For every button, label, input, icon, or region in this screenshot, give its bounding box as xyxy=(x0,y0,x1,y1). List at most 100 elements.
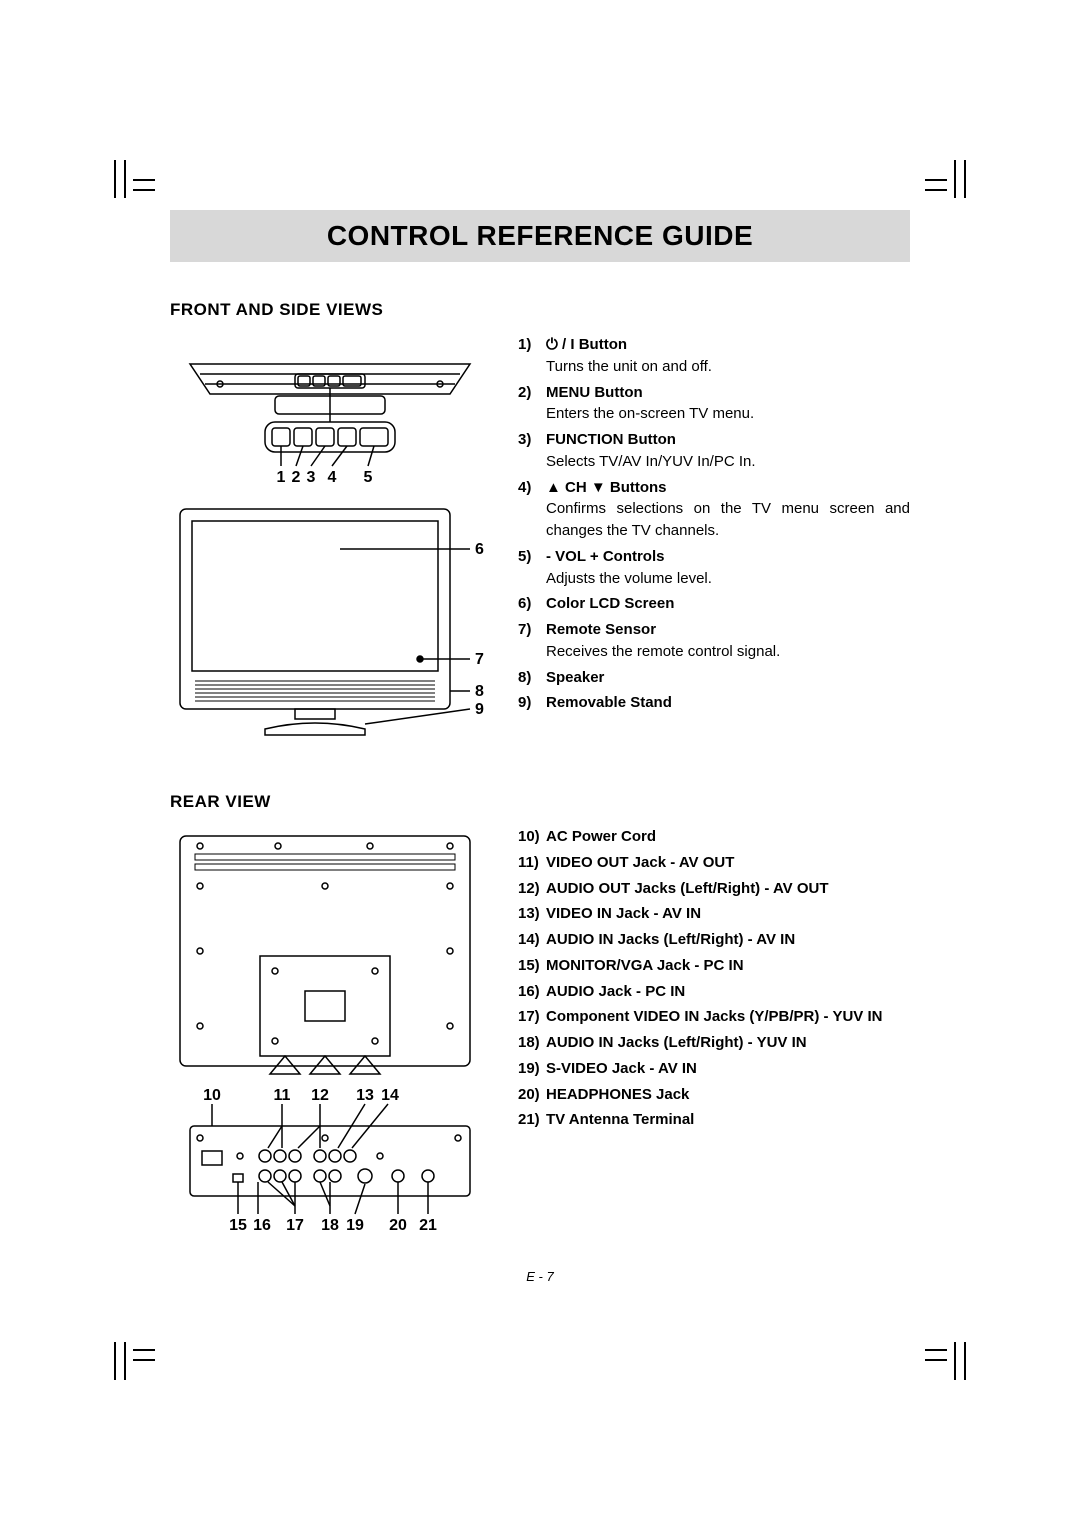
item-label: ▲ CH ▼ Buttons xyxy=(546,479,667,496)
item-label: TV Antenna Terminal xyxy=(546,1111,694,1128)
crop-mark-bl xyxy=(95,1330,155,1380)
item-label: VIDEO OUT Jack - AV OUT xyxy=(546,854,734,871)
item-label: Speaker xyxy=(546,669,604,686)
item-desc: Receives the remote control signal. xyxy=(546,641,910,663)
item-number: 14) xyxy=(518,929,546,951)
item-number: 1) xyxy=(518,334,546,378)
list-item: 3)FUNCTION Button Selects TV/AV In/YUV In… xyxy=(518,429,910,473)
item-label: AUDIO IN Jacks (Left/Right) - AV IN xyxy=(546,931,795,948)
item-label: S-VIDEO Jack - AV IN xyxy=(546,1060,697,1077)
list-item: 2)MENU Button Enters the on-screen TV men… xyxy=(518,382,910,426)
item-number: 7) xyxy=(518,619,546,663)
rear-item-list: 10)AC Power Cord11)VIDEO OUT Jack - AV O… xyxy=(518,826,910,1241)
item-number: 11) xyxy=(518,852,546,874)
list-item: 21)TV Antenna Terminal xyxy=(518,1109,910,1131)
item-desc: Selects TV/AV In/YUV In/PC In. xyxy=(546,451,910,473)
list-item: 7)Remote SensorReceives the remote contr… xyxy=(518,619,910,663)
item-label: VIDEO IN Jack - AV IN xyxy=(546,905,701,922)
list-item: 11)VIDEO OUT Jack - AV OUT xyxy=(518,852,910,874)
item-number: 13) xyxy=(518,903,546,925)
item-label: ⏻ / I Button xyxy=(546,336,627,353)
list-item: 8)Speaker xyxy=(518,667,910,689)
item-number: 8) xyxy=(518,667,546,689)
callout-14: 14 xyxy=(381,1087,399,1104)
diagram-rear-view: 10 11 12 13 14 15 16 17 18 19 20 21 xyxy=(170,826,490,1236)
item-number: 16) xyxy=(518,981,546,1003)
item-label: AUDIO OUT Jacks (Left/Right) - AV OUT xyxy=(546,880,829,897)
page-title: CONTROL REFERENCE GUIDE xyxy=(170,210,910,262)
item-number: 9) xyxy=(518,692,546,714)
rear-diagrams: 10 11 12 13 14 15 16 17 18 19 20 21 xyxy=(170,826,490,1241)
list-item: 19)S-VIDEO Jack - AV IN xyxy=(518,1058,910,1080)
list-item: 18)AUDIO IN Jacks (Left/Right) - YUV IN xyxy=(518,1032,910,1054)
callout-8: 8 xyxy=(475,683,484,700)
diagram-top-view: 1 2 3 4 5 xyxy=(170,334,490,494)
item-label: Color LCD Screen xyxy=(546,595,674,612)
callout-13: 13 xyxy=(356,1087,374,1104)
crop-mark-br xyxy=(925,1330,985,1380)
list-item: 17)Component VIDEO IN Jacks (Y/PB/PR) - … xyxy=(518,1006,910,1028)
item-number: 19) xyxy=(518,1058,546,1080)
front-item-list: 1)⏻ / I Button Turns the unit on and off.… xyxy=(518,334,910,754)
crop-mark-tr xyxy=(925,160,985,210)
rear-heading: REAR VIEW xyxy=(170,792,910,812)
callout-21: 21 xyxy=(419,1217,437,1234)
front-heading: FRONT AND SIDE VIEWS xyxy=(170,300,910,320)
callout-4: 4 xyxy=(328,469,337,486)
page-number: E - 7 xyxy=(170,1269,910,1284)
callout-7: 7 xyxy=(475,651,484,668)
diagram-front-view: 6 7 8 9 xyxy=(170,499,490,749)
list-item: 1)⏻ / I Button Turns the unit on and off. xyxy=(518,334,910,378)
callout-11: 11 xyxy=(274,1087,291,1104)
item-label: HEADPHONES Jack xyxy=(546,1086,689,1103)
item-label: MONITOR/VGA Jack - PC IN xyxy=(546,957,744,974)
item-number: 15) xyxy=(518,955,546,977)
item-label: - VOL + Controls xyxy=(546,548,664,565)
item-label: AC Power Cord xyxy=(546,828,656,845)
item-number: 21) xyxy=(518,1109,546,1131)
page-content: CONTROL REFERENCE GUIDE FRONT AND SIDE V… xyxy=(170,210,910,1284)
list-item: 6)Color LCD Screen xyxy=(518,593,910,615)
list-item: 16)AUDIO Jack - PC IN xyxy=(518,981,910,1003)
callout-20: 20 xyxy=(389,1217,407,1234)
callout-1: 1 xyxy=(277,469,286,486)
list-item: 10)AC Power Cord xyxy=(518,826,910,848)
list-item: 13)VIDEO IN Jack - AV IN xyxy=(518,903,910,925)
item-number: 18) xyxy=(518,1032,546,1054)
callout-18: 18 xyxy=(321,1217,339,1234)
crop-mark-tl xyxy=(95,160,155,210)
list-item: 14)AUDIO IN Jacks (Left/Right) - AV IN xyxy=(518,929,910,951)
front-diagrams: 1 2 3 4 5 xyxy=(170,334,490,754)
list-item: 9)Removable Stand xyxy=(518,692,910,714)
item-label: AUDIO Jack - PC IN xyxy=(546,983,685,1000)
callout-17: 17 xyxy=(286,1217,304,1234)
callout-16: 16 xyxy=(253,1217,271,1234)
list-item: 4)▲ CH ▼ ButtonsConfirms selections on t… xyxy=(518,477,910,542)
item-number: 10) xyxy=(518,826,546,848)
callout-10: 10 xyxy=(203,1087,221,1104)
item-label: Removable Stand xyxy=(546,694,672,711)
item-label: FUNCTION Button xyxy=(546,431,676,448)
callout-12: 12 xyxy=(311,1087,329,1104)
callout-19: 19 xyxy=(346,1217,364,1234)
item-label: AUDIO IN Jacks (Left/Right) - YUV IN xyxy=(546,1034,807,1051)
item-label: Component VIDEO IN Jacks (Y/PB/PR) - YUV… xyxy=(546,1008,882,1025)
callout-15: 15 xyxy=(229,1217,247,1234)
callout-6: 6 xyxy=(475,541,484,558)
item-desc: Turns the unit on and off. xyxy=(546,356,910,378)
item-desc: Enters the on-screen TV menu. xyxy=(546,403,910,425)
list-item: 20)HEADPHONES Jack xyxy=(518,1084,910,1106)
item-number: 3) xyxy=(518,429,546,473)
list-item: 15)MONITOR/VGA Jack - PC IN xyxy=(518,955,910,977)
item-label: MENU Button xyxy=(546,384,643,401)
item-number: 12) xyxy=(518,878,546,900)
list-item: 5)- VOL + ControlsAdjusts the volume lev… xyxy=(518,546,910,590)
item-number: 4) xyxy=(518,477,546,542)
item-number: 17) xyxy=(518,1006,546,1028)
callout-3: 3 xyxy=(307,469,316,486)
list-item: 12)AUDIO OUT Jacks (Left/Right) - AV OUT xyxy=(518,878,910,900)
item-number: 20) xyxy=(518,1084,546,1106)
item-number: 6) xyxy=(518,593,546,615)
callout-2: 2 xyxy=(292,469,301,486)
item-number: 2) xyxy=(518,382,546,426)
